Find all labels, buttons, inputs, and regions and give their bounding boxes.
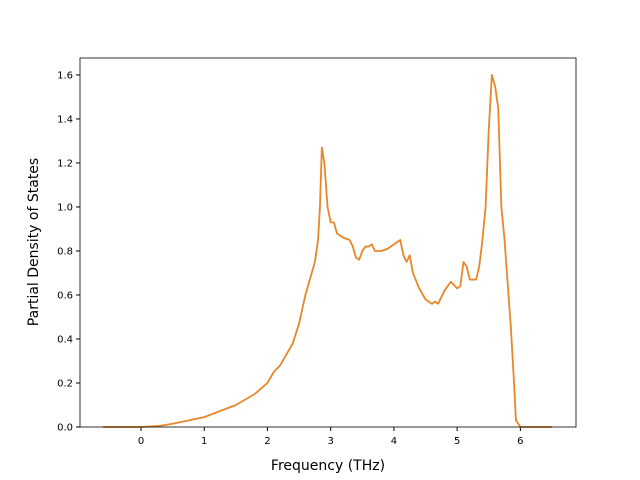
y-tick-label: 0.0 [57, 423, 73, 434]
y-tick-label: 1.2 [57, 158, 73, 169]
x-axis-title: Frequency (THz) [271, 458, 385, 474]
y-tick-label: 1.4 [57, 114, 73, 125]
x-tick-label: 4 [391, 436, 397, 447]
y-axis-title: Partial Density of States [26, 158, 42, 326]
x-tick-label: 1 [201, 436, 207, 447]
y-tick-label: 1.0 [57, 202, 73, 213]
y-tick-label: 0.2 [57, 378, 73, 389]
y-tick-label: 1.6 [57, 70, 73, 81]
y-tick-label: 0.8 [57, 246, 73, 257]
x-tick-label: 6 [517, 436, 523, 447]
x-tick-label: 5 [454, 436, 460, 447]
x-tick-label: 2 [264, 436, 270, 447]
y-tick-label: 0.4 [57, 334, 73, 345]
x-tick-label: 3 [327, 436, 333, 447]
plot-frame [79, 57, 577, 428]
y-tick-label: 0.6 [57, 290, 73, 301]
data-line [103, 74, 552, 428]
x-tick-label: 0 [138, 436, 144, 447]
